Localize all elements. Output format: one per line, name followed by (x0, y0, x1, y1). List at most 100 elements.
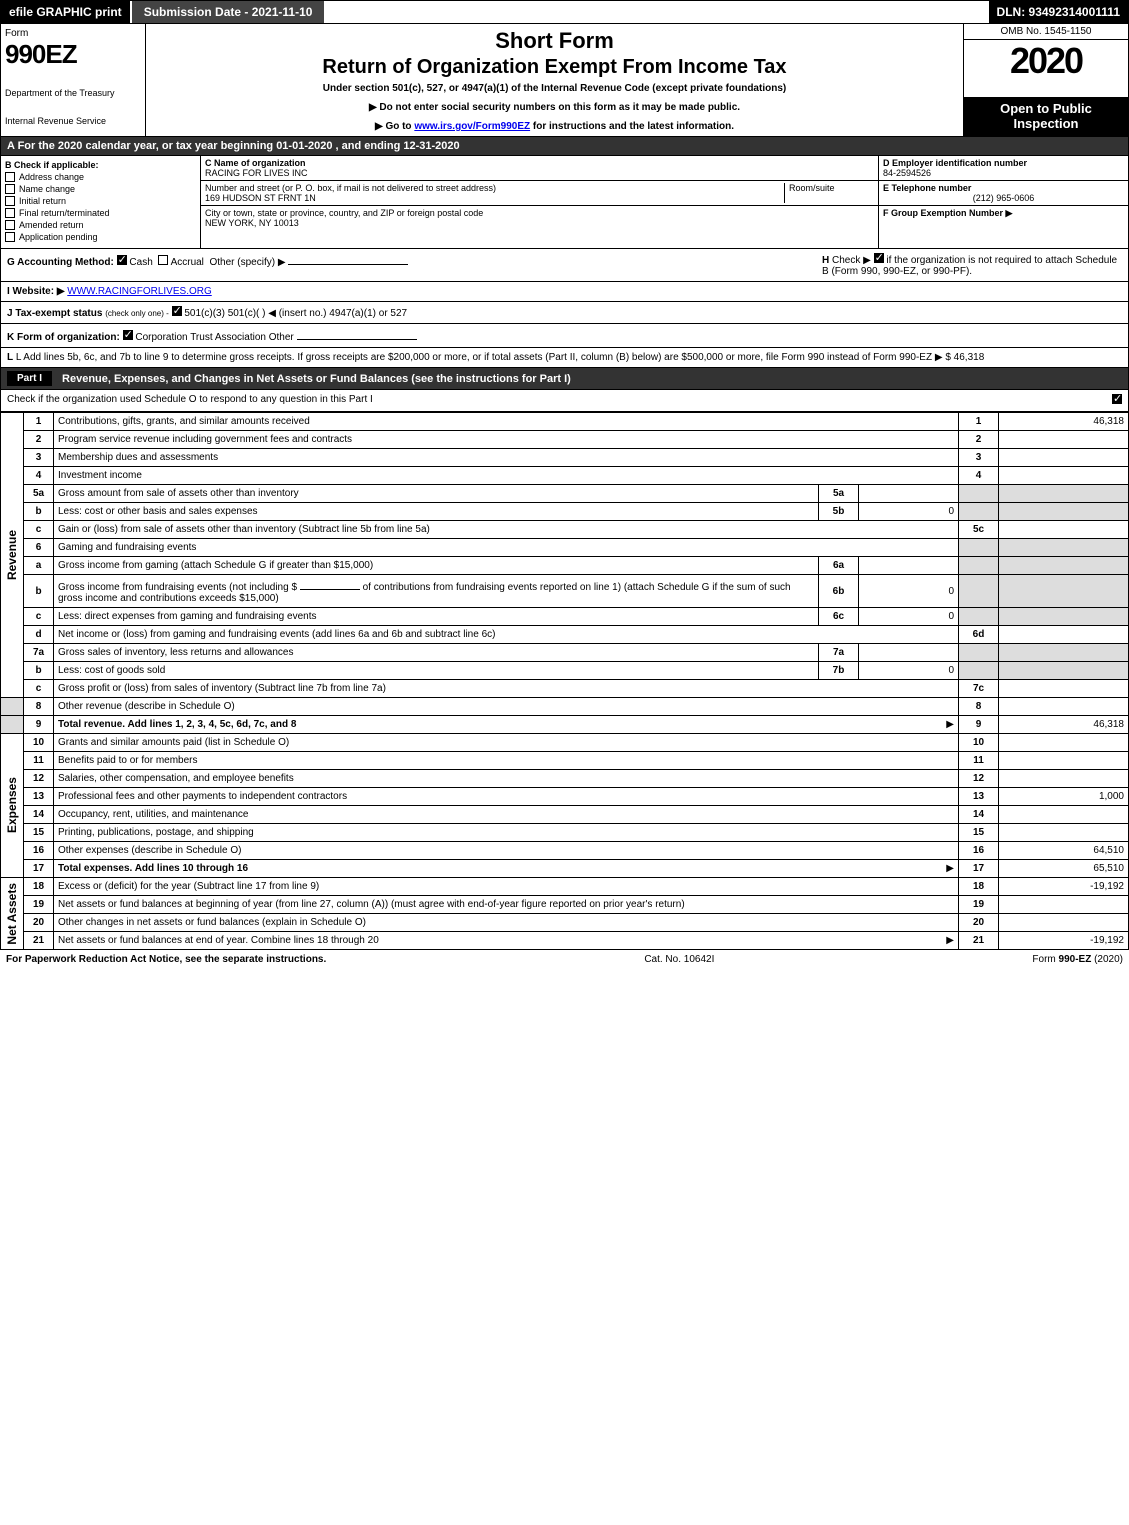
row-6d-col: 6d (959, 626, 999, 644)
h-check: Check ▶ (832, 255, 871, 266)
website-link[interactable]: WWW.RACINGFORLIVES.ORG (67, 286, 211, 297)
row-6c-gray (959, 608, 999, 626)
k-other-field[interactable] (297, 328, 417, 340)
row-6b-gray2 (999, 575, 1129, 608)
j-sub: (check only one) - (105, 309, 169, 318)
opt-pending: Application pending (19, 232, 98, 242)
d-grp-hdr: F Group Exemption Number ▶ (883, 208, 1124, 219)
row-10-col: 10 (959, 734, 999, 752)
row-6c-sc: 6c (819, 608, 859, 626)
footer-mid: Cat. No. 10642I (644, 954, 714, 965)
c-room-hdr: Room/suite (784, 183, 874, 203)
row-5b-gray2 (999, 503, 1129, 521)
row-9-num: 9 (24, 716, 54, 734)
form-header: Form 990EZ Department of the Treasury In… (0, 24, 1129, 137)
dept-irs: Internal Revenue Service (5, 116, 141, 126)
d-ein-val: 84-2594526 (883, 168, 1124, 178)
row-18-num: 18 (24, 878, 54, 896)
checkbox-checked-icon[interactable] (117, 255, 127, 265)
dept-treasury: Department of the Treasury (5, 88, 141, 98)
row-7b-sv: 0 (859, 662, 959, 680)
goto-line: ▶ Go to www.irs.gov/Form990EZ for instru… (152, 121, 957, 132)
row-6d-num: d (24, 626, 54, 644)
g-label: G Accounting Method: (7, 257, 114, 268)
line-g-h: G Accounting Method: Cash Accrual Other … (0, 249, 1129, 282)
row-17-num: 17 (24, 860, 54, 878)
d-tel: E Telephone number (212) 965-0606 (879, 181, 1128, 206)
row-7c-desc: Gross profit or (loss) from sales of inv… (54, 680, 959, 698)
row-21-num: 21 (24, 932, 54, 950)
checkbox-checked-icon[interactable] (874, 253, 884, 263)
row-6a-sv (859, 557, 959, 575)
row-5b-gray (959, 503, 999, 521)
row-11-num: 11 (24, 752, 54, 770)
row-4-desc: Investment income (54, 467, 959, 485)
row-8-desc: Other revenue (describe in Schedule O) (54, 698, 959, 716)
row-3-num: 3 (24, 449, 54, 467)
row-7b-desc: Less: cost of goods sold (54, 662, 819, 680)
irs-link[interactable]: www.irs.gov/Form990EZ (414, 121, 530, 132)
checkbox-icon[interactable] (5, 196, 15, 206)
row-10-amt (999, 734, 1129, 752)
checkbox-checked-icon[interactable] (1112, 394, 1122, 404)
row-7b-num: b (24, 662, 54, 680)
chk-pending: Application pending (5, 232, 196, 242)
row-6b-gray (959, 575, 999, 608)
d-ein-hdr: D Employer identification number (883, 158, 1124, 168)
row-12-num: 12 (24, 770, 54, 788)
row-20-desc: Other changes in net assets or fund bala… (54, 914, 959, 932)
row-19-num: 19 (24, 896, 54, 914)
row-6a-gray2 (999, 557, 1129, 575)
opt-address: Address change (19, 172, 84, 182)
opt-final: Final return/terminated (19, 208, 110, 218)
chk-name-change: Name change (5, 184, 196, 194)
row-5a-sc: 5a (819, 485, 859, 503)
row-19-col: 19 (959, 896, 999, 914)
checkbox-icon[interactable] (5, 184, 15, 194)
row-6b-field[interactable] (300, 578, 360, 590)
row-9-col: 9 (959, 716, 999, 734)
page-footer: For Paperwork Reduction Act Notice, see … (0, 950, 1129, 969)
checkbox-checked-icon[interactable] (123, 330, 133, 340)
row-5b-num: b (24, 503, 54, 521)
revenue-vlabel: Revenue (1, 413, 24, 698)
part1-check-text: Check if the organization used Schedule … (7, 394, 373, 405)
row-16-num: 16 (24, 842, 54, 860)
arrow-icon: ▶ (946, 863, 954, 874)
k-opts: Corporation Trust Association Other (135, 332, 293, 343)
row-3-col: 3 (959, 449, 999, 467)
c-addr-row: Number and street (or P. O. box, if mail… (201, 181, 878, 206)
row-14-desc: Occupancy, rent, utilities, and maintena… (54, 806, 959, 824)
checkbox-icon[interactable] (158, 255, 168, 265)
col-b: B Check if applicable: Address change Na… (1, 156, 201, 248)
checkbox-icon[interactable] (5, 232, 15, 242)
row-21-amt: -19,192 (999, 932, 1129, 950)
g-other-field[interactable] (288, 253, 408, 265)
row-12-col: 12 (959, 770, 999, 788)
form-word: Form (5, 28, 141, 39)
row-20-amt (999, 914, 1129, 932)
no-ssn-line: ▶ Do not enter social security numbers o… (152, 102, 957, 113)
g-other: Other (specify) ▶ (209, 257, 285, 268)
row-7b-gray2 (999, 662, 1129, 680)
checkbox-icon[interactable] (5, 172, 15, 182)
row-7b-sc: 7b (819, 662, 859, 680)
checkbox-checked-icon[interactable] (172, 306, 182, 316)
row-15-num: 15 (24, 824, 54, 842)
checkbox-icon[interactable] (5, 208, 15, 218)
opt-amended: Amended return (19, 220, 84, 230)
row-11-col: 11 (959, 752, 999, 770)
row-17-col: 17 (959, 860, 999, 878)
c-city-hdr: City or town, state or province, country… (205, 208, 874, 218)
row-5b-sv: 0 (859, 503, 959, 521)
row-16-col: 16 (959, 842, 999, 860)
row-6c-sv: 0 (859, 608, 959, 626)
row-19-amt (999, 896, 1129, 914)
return-title: Return of Organization Exempt From Incom… (152, 56, 957, 79)
row-6a-desc: Gross income from gaming (attach Schedul… (54, 557, 819, 575)
j-label: J Tax-exempt status (7, 308, 102, 319)
row-5a-desc: Gross amount from sale of assets other t… (54, 485, 819, 503)
chk-initial-return: Initial return (5, 196, 196, 206)
checkbox-icon[interactable] (5, 220, 15, 230)
row-5c-num: c (24, 521, 54, 539)
